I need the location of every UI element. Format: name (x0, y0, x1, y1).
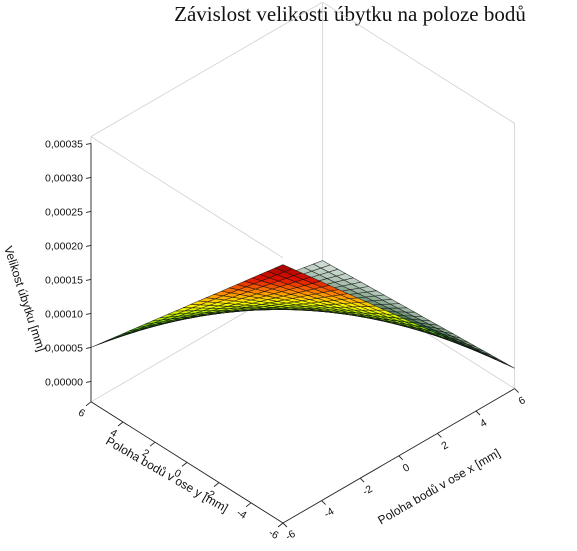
y-tick-label: 0 (172, 467, 183, 480)
y-tick (213, 482, 220, 487)
z-tick-label: 0,00010 (45, 308, 83, 320)
z-tick (85, 278, 92, 281)
box-edge (322, 1, 515, 124)
x-tick-label: -2 (361, 483, 375, 498)
x-tick (398, 455, 404, 461)
x-tick-label: 0 (401, 461, 412, 474)
z-tick (85, 210, 92, 213)
z-tick-label: 0,00020 (45, 240, 83, 252)
z-tick-label: 0,00015 (45, 274, 83, 286)
x-tick (437, 433, 442, 438)
y-tick (149, 441, 156, 447)
x-tick (514, 388, 519, 393)
x-tick-label: -4 (322, 505, 336, 520)
x-tick (321, 500, 326, 505)
x-tick (282, 522, 288, 528)
box-edge (90, 1, 323, 137)
x-tick-label: 2 (439, 439, 450, 452)
z-tick-label: 0,00000 (45, 376, 83, 388)
y-tick (277, 522, 284, 528)
z-tick-label: 0,00030 (45, 172, 83, 184)
y-tick (181, 462, 188, 467)
z-tick (85, 380, 92, 383)
z-tick (85, 346, 92, 349)
y-tick (117, 421, 124, 427)
y-tick-label: 6 (76, 407, 87, 420)
z-tick (85, 244, 92, 247)
chart-title: Závislost velikosti úbytku na poloze bod… (174, 2, 526, 26)
z-tick-label: 0,00005 (45, 342, 83, 354)
z-tick (85, 176, 92, 179)
axes: 0,00000 0,00005 0,00010 0,00015 0,00020 0,000… (45, 138, 528, 543)
surface-mesh (90, 260, 515, 369)
y-tick-label: 2 (140, 447, 151, 460)
x-tick (475, 410, 481, 416)
surface-cell (274, 264, 294, 273)
y-tick-label: -4 (234, 507, 248, 522)
x-tick (359, 477, 365, 483)
z-tick (85, 312, 92, 315)
x-tick-label: 4 (478, 417, 489, 430)
y-tick-label: 4 (108, 427, 119, 440)
y-axis-label: Poloha bodů v ose y [mm] (103, 434, 230, 515)
x-tick-label: 6 (517, 394, 528, 407)
x-tick-label: -6 (283, 528, 297, 543)
z-tick (85, 142, 92, 145)
z-axis-label: Velikost úbytku [mm] (1, 244, 48, 353)
plot-box-back (90, 1, 515, 403)
y-tick-label: -6 (266, 527, 280, 542)
box-edge (90, 136, 284, 259)
y-tick (245, 502, 252, 508)
y-tick (85, 401, 92, 407)
z-tick-label: 0,00035 (45, 138, 83, 150)
z-tick-label: 0,00025 (45, 206, 83, 218)
